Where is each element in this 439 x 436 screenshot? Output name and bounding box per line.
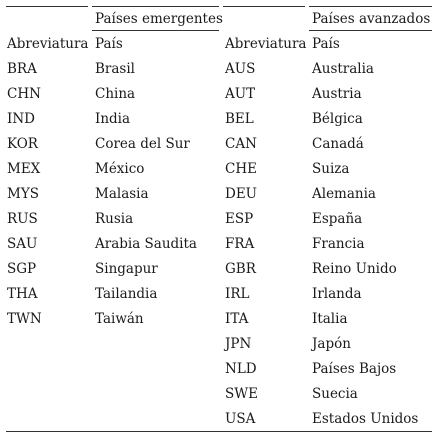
country-code-cell: THA xyxy=(7,286,38,302)
country-code-cell: CHE xyxy=(225,161,257,177)
country-name-cell: Alemania xyxy=(312,186,376,202)
country-code-cell: DEU xyxy=(225,186,258,202)
group-header-emerging: Países emergentes xyxy=(95,11,223,27)
country-name-cell: Italia xyxy=(312,311,348,327)
country-code-cell: SGP xyxy=(7,261,37,277)
country-name-cell: Canadá xyxy=(312,136,364,152)
column-header-country: País xyxy=(312,36,340,52)
country-code-cell: USA xyxy=(225,411,256,427)
country-code-cell: BEL xyxy=(225,111,254,127)
country-name-cell: Arabia Saudita xyxy=(95,236,197,252)
country-code-cell: AUT xyxy=(225,86,256,102)
country-code-cell: TWN xyxy=(7,311,42,327)
group-header-rule xyxy=(309,30,432,31)
country-code-cell: JPN xyxy=(225,336,252,352)
group-header-rule xyxy=(92,30,219,31)
column-header-abbreviation: Abreviatura xyxy=(7,36,89,52)
country-name-cell: Australia xyxy=(312,61,374,77)
country-name-cell: México xyxy=(95,161,145,177)
top-rule xyxy=(309,6,432,7)
country-code-cell: CHN xyxy=(7,86,41,102)
country-code-cell: IRL xyxy=(225,286,250,302)
country-name-cell: Suiza xyxy=(312,161,350,177)
country-name-cell: Países Bajos xyxy=(312,361,397,377)
advanced-country-column: País Australia Austria Bélgica Canadá Suiza A… xyxy=(312,34,418,434)
country-code-cell: IND xyxy=(7,111,35,127)
group-header-advanced: Países avanzados xyxy=(312,11,431,27)
advanced-abbreviation-column: Abreviatura AUS AUT BEL CAN CHE DEU ESP FRA GBR I… xyxy=(225,34,306,434)
country-code-cell: ITA xyxy=(225,311,249,327)
country-code-cell: GBR xyxy=(225,261,256,277)
country-name-cell: Suecia xyxy=(312,386,358,402)
column-header-country: País xyxy=(95,36,123,52)
country-name-cell: Brasil xyxy=(95,61,135,77)
country-code-cell: MYS xyxy=(7,186,39,202)
country-name-cell: Bélgica xyxy=(312,111,363,127)
country-code-cell: ESP xyxy=(225,211,254,227)
top-rule xyxy=(92,6,219,7)
country-code-cell: MEX xyxy=(7,161,41,177)
country-name-cell: India xyxy=(95,111,131,127)
country-code-cell: KOR xyxy=(7,136,38,152)
top-rule xyxy=(223,6,305,7)
top-rule xyxy=(6,6,88,7)
country-name-cell: Corea del Sur xyxy=(95,136,190,152)
country-name-cell: Estados Unidos xyxy=(312,411,419,427)
emerging-country-column: País Brasil China India Corea del Sur México… xyxy=(95,34,197,334)
country-name-cell: Reino Unido xyxy=(312,261,397,277)
country-code-cell: NLD xyxy=(225,361,257,377)
country-name-cell: Japón xyxy=(312,336,351,352)
country-code-cell: SWE xyxy=(225,386,258,402)
country-name-cell: Francia xyxy=(312,236,365,252)
country-code-cell: CAN xyxy=(225,136,257,152)
country-name-cell: Tailandia xyxy=(95,286,158,302)
country-code-cell: BRA xyxy=(7,61,37,77)
country-name-cell: Austria xyxy=(312,86,362,102)
country-name-cell: Rusia xyxy=(95,211,134,227)
country-code-cell: FRA xyxy=(225,236,255,252)
country-name-cell: España xyxy=(312,211,363,227)
country-name-cell: Taiwán xyxy=(95,311,144,327)
country-name-cell: China xyxy=(95,86,136,102)
bottom-rule xyxy=(6,431,432,432)
country-name-cell: Malasia xyxy=(95,186,149,202)
emerging-abbreviation-column: Abreviatura BRA CHN IND KOR MEX MYS RUS SAU SGP T… xyxy=(7,34,88,334)
country-name-cell: Singapur xyxy=(95,261,158,277)
country-code-cell: SAU xyxy=(7,236,38,252)
country-code-cell: RUS xyxy=(7,211,38,227)
country-name-cell: Irlanda xyxy=(312,286,362,302)
country-code-cell: AUS xyxy=(225,61,256,77)
column-header-abbreviation: Abreviatura xyxy=(225,36,307,52)
